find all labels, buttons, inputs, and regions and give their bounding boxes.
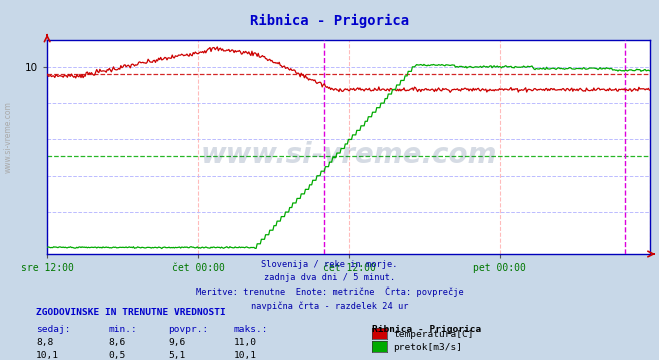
Text: maks.:: maks.: [234,325,268,334]
Text: 5,1: 5,1 [168,351,185,360]
Text: 11,0: 11,0 [234,338,257,347]
Text: 10,1: 10,1 [234,351,257,360]
Text: povpr.:: povpr.: [168,325,208,334]
Text: 10,1: 10,1 [36,351,59,360]
Text: sedaj:: sedaj: [36,325,71,334]
Text: Ribnica - Prigorica: Ribnica - Prigorica [372,325,482,334]
Text: 8,6: 8,6 [109,338,126,347]
Text: 8,8: 8,8 [36,338,53,347]
Text: temperatura[C]: temperatura[C] [393,330,474,339]
Text: min.:: min.: [109,325,138,334]
Text: www.si-vreme.com: www.si-vreme.com [201,141,497,169]
Text: 9,6: 9,6 [168,338,185,347]
Text: www.si-vreme.com: www.si-vreme.com [3,101,13,173]
Text: pretok[m3/s]: pretok[m3/s] [393,343,463,352]
Text: 0,5: 0,5 [109,351,126,360]
Text: ZGODOVINSKE IN TRENUTNE VREDNOSTI: ZGODOVINSKE IN TRENUTNE VREDNOSTI [36,308,226,317]
Text: Ribnica - Prigorica: Ribnica - Prigorica [250,14,409,28]
Text: Slovenija / reke in morje.
zadnja dva dni / 5 minut.
Meritve: trenutne  Enote: m: Slovenija / reke in morje. zadnja dva dn… [196,260,463,311]
